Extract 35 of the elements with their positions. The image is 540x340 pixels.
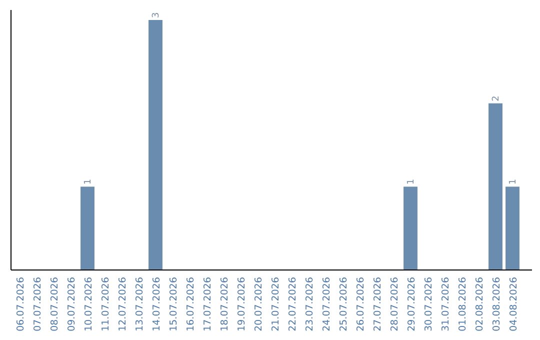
x-tick-label: 14.07.2026 xyxy=(152,277,162,332)
x-tick-label: 22.07.2026 xyxy=(288,277,298,332)
x-tick-label: 07.07.2026 xyxy=(32,277,44,332)
data-label: 1 xyxy=(84,178,94,185)
x-tick-label: 24.07.2026 xyxy=(322,277,332,332)
data-label: 1 xyxy=(508,178,518,185)
x-tick-label: 31.07.2026 xyxy=(440,277,452,332)
x-tick-label: 16.07.2026 xyxy=(186,277,196,332)
x-tick-label: 30.07.2026 xyxy=(424,277,434,332)
x-tick-label: 18.07.2026 xyxy=(220,277,230,332)
x-tick-label: 11.07.2026 xyxy=(100,277,112,332)
x-tick-label: 09.07.2026 xyxy=(66,277,78,332)
x-tick-label: 10.07.2026 xyxy=(84,277,94,332)
x-tick-label: 12.07.2026 xyxy=(118,277,128,332)
x-tick-label: 17.07.2026 xyxy=(202,277,214,332)
x-tick-label: 01.08.2026 xyxy=(458,277,468,332)
x-tick-label: 19.07.2026 xyxy=(236,277,248,332)
x-tick-label: 03.08.2026 xyxy=(492,277,502,332)
x-tick-label: 13.07.2026 xyxy=(134,277,146,332)
x-tick-label: 23.07.2026 xyxy=(304,277,316,332)
x-tick-label: 29.07.2026 xyxy=(406,277,418,332)
x-tick-label: 06.07.2026 xyxy=(16,277,26,332)
x-tick-label: 02.08.2026 xyxy=(474,277,486,332)
x-tick-label: 21.07.2026 xyxy=(270,277,282,332)
x-tick-label: 25.07.2026 xyxy=(338,277,350,332)
x-tick-label: 27.07.2026 xyxy=(372,277,384,332)
x-tick-label: 26.07.2026 xyxy=(356,277,366,332)
x-tick-label: 04.08.2026 xyxy=(508,277,520,332)
x-tick-label: 28.07.2026 xyxy=(390,277,400,332)
x-tick-label: 20.07.2026 xyxy=(254,277,264,332)
x-tick-label: 08.07.2026 xyxy=(50,277,60,332)
data-label: 2 xyxy=(492,96,502,102)
x-tick-label: 15.07.2026 xyxy=(168,277,180,332)
data-label: 3 xyxy=(152,12,162,18)
data-label: 1 xyxy=(406,178,416,185)
